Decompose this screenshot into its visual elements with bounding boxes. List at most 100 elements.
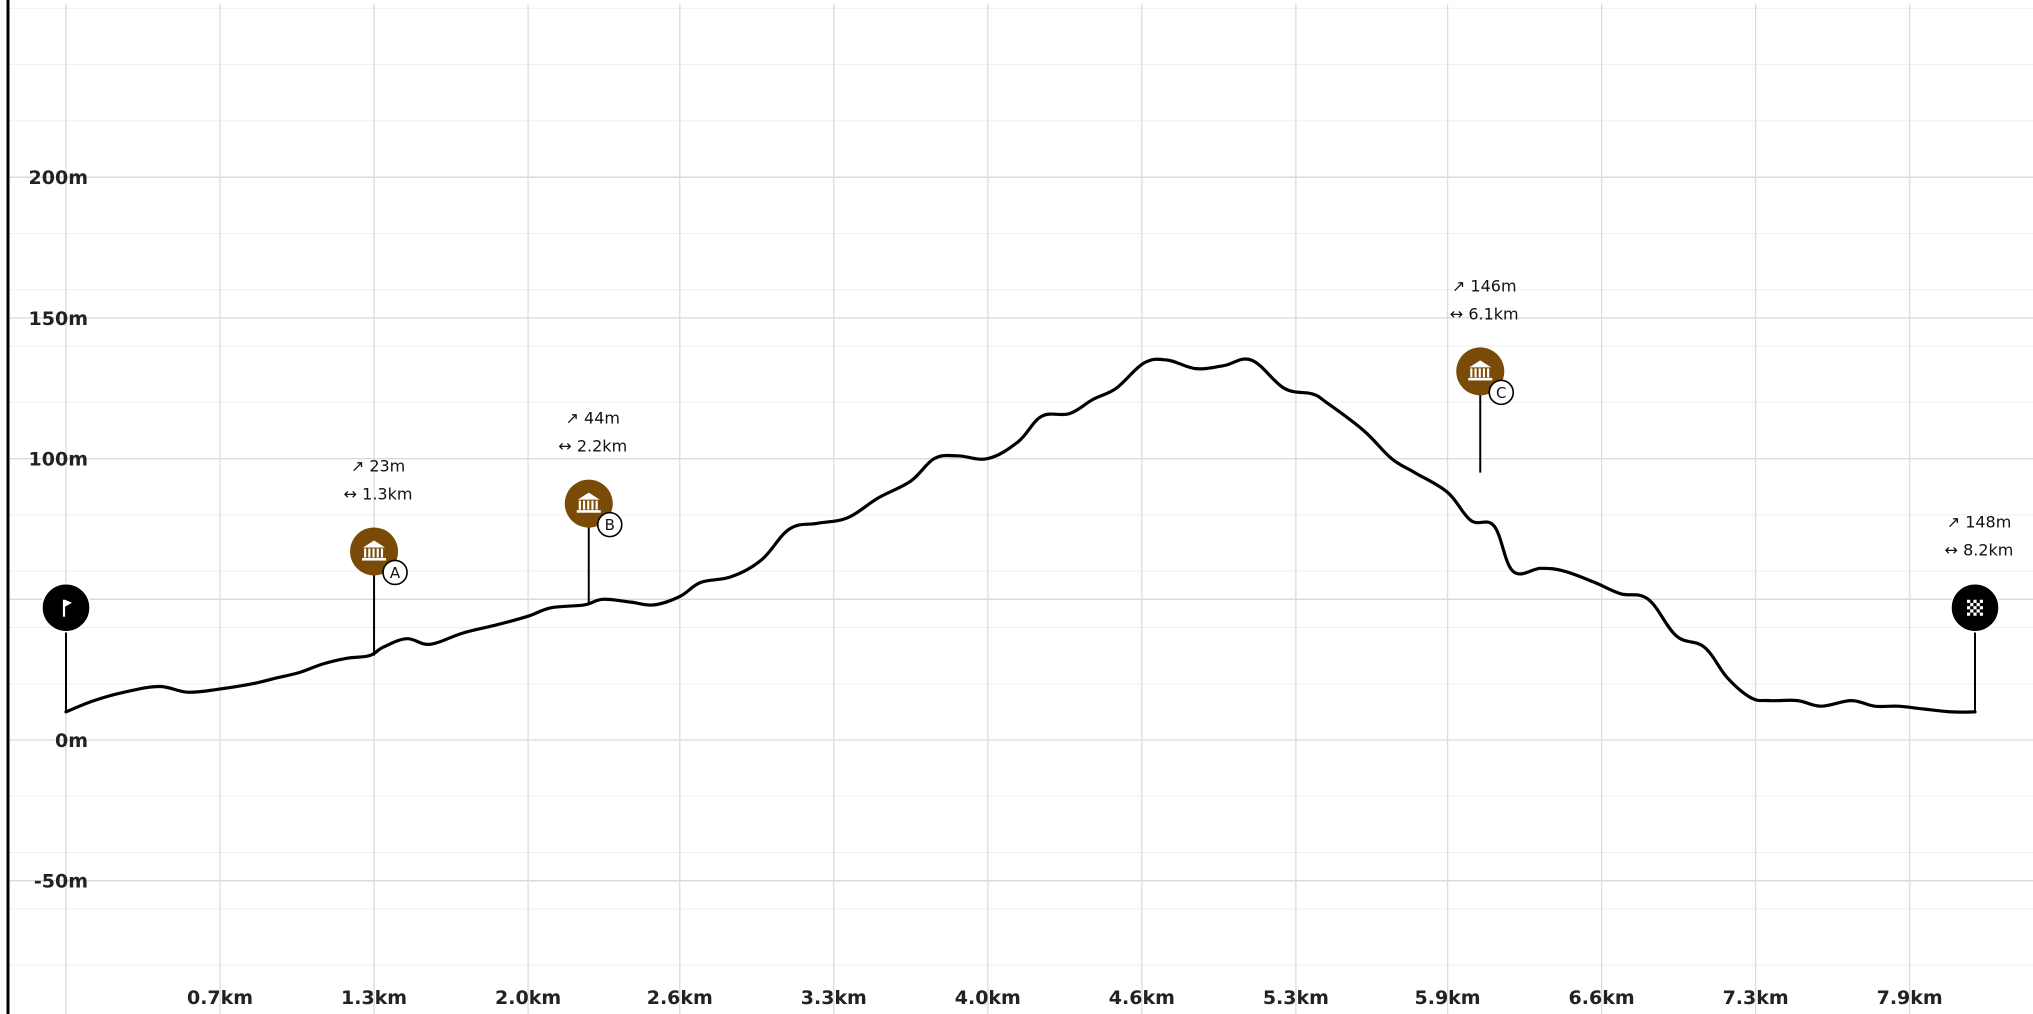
- waypoint-b-ascent-label: ↗ 44m: [566, 409, 620, 428]
- checker-square: [1973, 606, 1977, 610]
- checkered-flag-icon: [1967, 599, 1983, 616]
- ascent-icon: ↗: [351, 456, 370, 475]
- distance-value: 6.1km: [1468, 304, 1518, 323]
- waypoint-badge: [1488, 379, 1515, 406]
- finish-distance-label: ↔ 8.2km: [1945, 541, 2014, 560]
- marker-annotations: ↗ 148m↔ 8.2km↗ 23m↔ 1.3km↗ 44m↔ 2.2km↗ 1…: [344, 276, 2014, 559]
- museum-column: [595, 500, 598, 510]
- x-tick-labels: 0.7km 1.3km 2.0km 2.6km 3.3km 4.0km 4.6km 5.3km…: [187, 987, 1943, 1009]
- museum-column: [376, 548, 379, 558]
- x-tick-label: 2.0km: [495, 987, 561, 1009]
- waypoint-marker-b: B: [564, 479, 623, 538]
- checker-square: [1979, 612, 1983, 616]
- museum-column: [364, 548, 367, 558]
- y-tick-label: 150m: [29, 308, 88, 330]
- x-tick-label: 3.3km: [801, 987, 867, 1009]
- museum-roof: [1469, 360, 1492, 368]
- x-tick-label: 4.0km: [955, 987, 1021, 1009]
- waypoint-letter: B: [605, 516, 615, 534]
- waypoint-b-distance-label: ↔ 2.2km: [558, 437, 627, 456]
- waypoint-letter: A: [390, 564, 401, 582]
- museum-column: [380, 548, 384, 558]
- checker-square: [1979, 599, 1983, 603]
- x-tick-label: 5.3km: [1263, 987, 1329, 1009]
- ascent-value: 23m: [369, 456, 405, 475]
- y-tick-labels: 200m 150m 100m 0m -50m: [29, 167, 88, 893]
- waypoint-a-ascent-label: ↗ 23m: [351, 456, 405, 475]
- museum-column: [1482, 368, 1486, 378]
- y-tick-label: 0m: [55, 730, 88, 752]
- distance-icon: ↔: [1945, 541, 1964, 560]
- vertical-gridlines: [65, 4, 1911, 1014]
- minor-gridlines: [8, 7, 2033, 966]
- checker-square: [1976, 602, 1980, 607]
- checker-square: [1973, 599, 1977, 603]
- y-tick-label: -50m: [34, 871, 88, 893]
- checker-square: [1970, 609, 1974, 613]
- x-tick-label: 7.9km: [1877, 987, 1943, 1009]
- finish-marker: [1950, 582, 2000, 633]
- major-gridlines: [8, 176, 2033, 882]
- x-tick-label: 2.6km: [647, 987, 713, 1009]
- checker-square: [1967, 599, 1971, 603]
- waypoint-a-distance-label: ↔ 1.3km: [344, 484, 413, 503]
- distance-icon: ↔: [558, 437, 577, 456]
- checker-square: [1967, 606, 1971, 610]
- checker-square: [1973, 612, 1977, 616]
- museum-base: [1468, 377, 1493, 381]
- ascent-value: 148m: [1965, 513, 2011, 532]
- museum-base: [362, 557, 387, 561]
- museum-icon: [1468, 360, 1493, 381]
- x-tick-label: 1.3km: [341, 987, 407, 1009]
- checker-square: [1970, 602, 1974, 607]
- start-marker: [41, 582, 91, 633]
- museum-column: [591, 500, 594, 510]
- ascent-icon: ↗: [566, 409, 585, 428]
- museum-column: [1474, 368, 1477, 378]
- museum-icon: [362, 540, 387, 561]
- distance-icon: ↔: [1450, 304, 1469, 323]
- museum-column: [1487, 368, 1490, 378]
- waypoint-badge: [382, 559, 408, 586]
- x-tick-label: 0.7km: [187, 987, 253, 1009]
- museum-column: [368, 548, 371, 558]
- y-tick-label: 100m: [29, 449, 88, 471]
- checker-square: [1979, 606, 1983, 610]
- waypoint-c-distance-label: ↔ 6.1km: [1450, 304, 1519, 323]
- waypoint-badge: [596, 511, 623, 538]
- y-tick-label: 200m: [29, 167, 88, 189]
- museum-icon: [576, 492, 601, 513]
- museum-column: [587, 500, 590, 510]
- checker-square: [1976, 609, 1980, 613]
- museum-column: [582, 500, 586, 510]
- ascent-icon: ↗: [1452, 276, 1471, 295]
- x-tick-label: 4.6km: [1109, 987, 1175, 1009]
- waypoint-marker-a: A: [350, 527, 408, 586]
- museum-column: [372, 548, 375, 558]
- distance-value: 1.3km: [362, 484, 412, 503]
- ascent-value: 44m: [584, 409, 620, 428]
- museum-roof: [577, 492, 600, 500]
- x-tick-label: 6.6km: [1569, 987, 1635, 1009]
- flag-icon: [62, 599, 72, 617]
- ascent-value: 146m: [1470, 276, 1516, 295]
- distance-icon: ↔: [344, 484, 363, 503]
- museum-column: [578, 500, 581, 510]
- route-markers: A B C: [41, 347, 2000, 633]
- museum-column: [1478, 368, 1481, 378]
- flag-cloth: [65, 599, 72, 607]
- x-tick-label: 5.9km: [1415, 987, 1481, 1009]
- start-circle: [41, 582, 91, 633]
- checker-square: [1967, 612, 1971, 616]
- x-tick-label: 7.3km: [1723, 987, 1789, 1009]
- distance-value: 8.2km: [1963, 541, 2013, 560]
- museum-roof: [363, 540, 386, 548]
- finish-ascent-label: ↗ 148m: [1947, 513, 2012, 532]
- waypoint-marker-c: C: [1456, 347, 1515, 406]
- elevation-line: [64, 357, 1977, 714]
- ascent-icon: ↗: [1947, 513, 1966, 532]
- waypoint-letter: C: [1496, 384, 1506, 402]
- museum-base: [576, 510, 601, 513]
- waypoint-c-ascent-label: ↗ 146m: [1452, 276, 1517, 295]
